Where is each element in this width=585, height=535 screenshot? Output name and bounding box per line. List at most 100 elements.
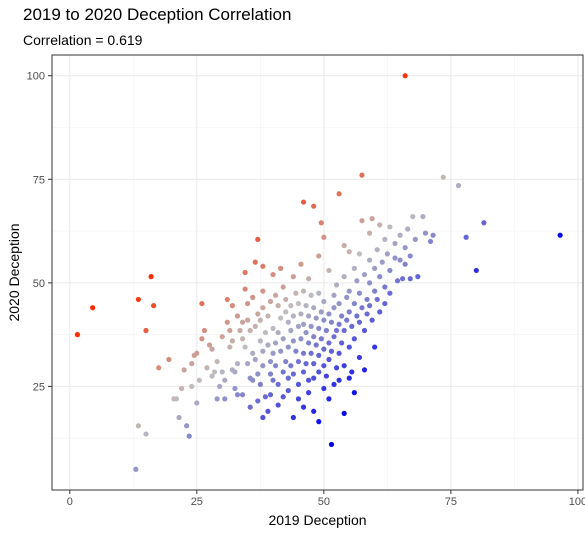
data-point xyxy=(255,398,261,404)
data-point xyxy=(392,240,398,247)
data-point xyxy=(300,321,307,327)
data-point xyxy=(280,394,286,400)
data-point xyxy=(278,348,284,354)
data-point xyxy=(321,317,327,323)
data-point xyxy=(257,338,263,344)
data-point xyxy=(214,358,220,365)
data-point xyxy=(341,410,347,416)
data-point xyxy=(237,327,243,334)
data-point xyxy=(219,334,225,340)
data-point xyxy=(333,365,340,371)
data-point xyxy=(224,296,230,303)
data-point xyxy=(336,191,342,197)
data-point xyxy=(346,288,352,294)
data-point xyxy=(336,321,342,327)
data-point xyxy=(201,327,208,334)
data-point xyxy=(420,213,426,220)
data-point xyxy=(267,358,274,365)
data-point xyxy=(311,334,317,340)
data-point xyxy=(392,255,398,261)
chart-subtitle: Correlation = 0.619 xyxy=(23,32,143,48)
data-point xyxy=(374,247,380,253)
data-point xyxy=(346,375,352,381)
data-point xyxy=(295,300,302,307)
data-point xyxy=(341,363,347,369)
data-point xyxy=(377,309,383,315)
y-tick-label: 75 xyxy=(33,174,45,186)
data-point xyxy=(298,261,304,267)
data-point xyxy=(74,332,81,338)
data-point xyxy=(407,253,413,259)
data-point xyxy=(369,216,375,222)
data-point xyxy=(412,236,418,242)
data-point xyxy=(351,336,357,342)
data-point xyxy=(481,220,487,226)
data-point xyxy=(295,323,302,329)
axis-layer: 0 25 50 75 100 25 50 75 100 xyxy=(27,54,585,508)
data-point xyxy=(313,342,319,348)
data-point xyxy=(336,300,342,307)
chart-title: 2019 to 2020 Deception Correlation xyxy=(23,5,292,24)
data-point xyxy=(196,377,202,383)
data-point xyxy=(374,296,380,303)
data-point xyxy=(242,344,248,350)
data-point xyxy=(178,385,185,392)
data-point xyxy=(356,319,363,325)
data-point xyxy=(275,329,281,336)
data-point xyxy=(300,350,307,356)
data-point xyxy=(295,358,302,365)
data-point xyxy=(351,300,357,307)
data-point xyxy=(387,224,393,230)
data-point xyxy=(364,311,370,317)
x-tick-label: 75 xyxy=(445,496,457,508)
data-point xyxy=(260,363,266,369)
data-point xyxy=(308,323,314,329)
data-point xyxy=(199,300,205,307)
data-point xyxy=(283,296,289,303)
data-point xyxy=(405,226,411,232)
data-point xyxy=(217,383,223,390)
data-point xyxy=(262,329,269,336)
data-point xyxy=(133,466,139,472)
x-axis-title: 2019 Deception xyxy=(268,512,366,528)
data-point xyxy=(354,278,360,284)
data-point xyxy=(308,292,314,298)
data-point xyxy=(135,423,141,429)
data-point xyxy=(272,363,279,369)
data-point xyxy=(372,265,378,271)
x-tick-label: 25 xyxy=(191,496,203,508)
data-point xyxy=(321,346,327,352)
data-point xyxy=(135,296,141,303)
data-point xyxy=(270,325,276,332)
data-point xyxy=(156,365,162,371)
data-point xyxy=(366,230,373,236)
data-point xyxy=(285,319,291,325)
data-point xyxy=(280,336,286,342)
data-point xyxy=(298,336,304,342)
data-point xyxy=(316,253,322,259)
data-point xyxy=(349,323,355,329)
data-point xyxy=(311,361,317,367)
data-point xyxy=(372,344,378,350)
data-point xyxy=(285,387,291,394)
data-point xyxy=(234,313,241,319)
data-point xyxy=(186,433,192,439)
data-point xyxy=(333,327,340,334)
data-point xyxy=(212,369,218,375)
data-point xyxy=(275,303,281,309)
data-point xyxy=(341,242,347,249)
data-point xyxy=(313,315,319,321)
data-point xyxy=(473,267,479,274)
data-point xyxy=(356,354,363,361)
data-point xyxy=(364,296,370,303)
data-point xyxy=(285,344,291,350)
data-point xyxy=(339,340,345,346)
data-point xyxy=(260,288,266,294)
data-point xyxy=(344,317,350,323)
data-point xyxy=(384,251,390,257)
data-point xyxy=(306,390,312,396)
data-point xyxy=(366,303,373,309)
data-point xyxy=(298,311,304,317)
data-point xyxy=(242,286,248,292)
